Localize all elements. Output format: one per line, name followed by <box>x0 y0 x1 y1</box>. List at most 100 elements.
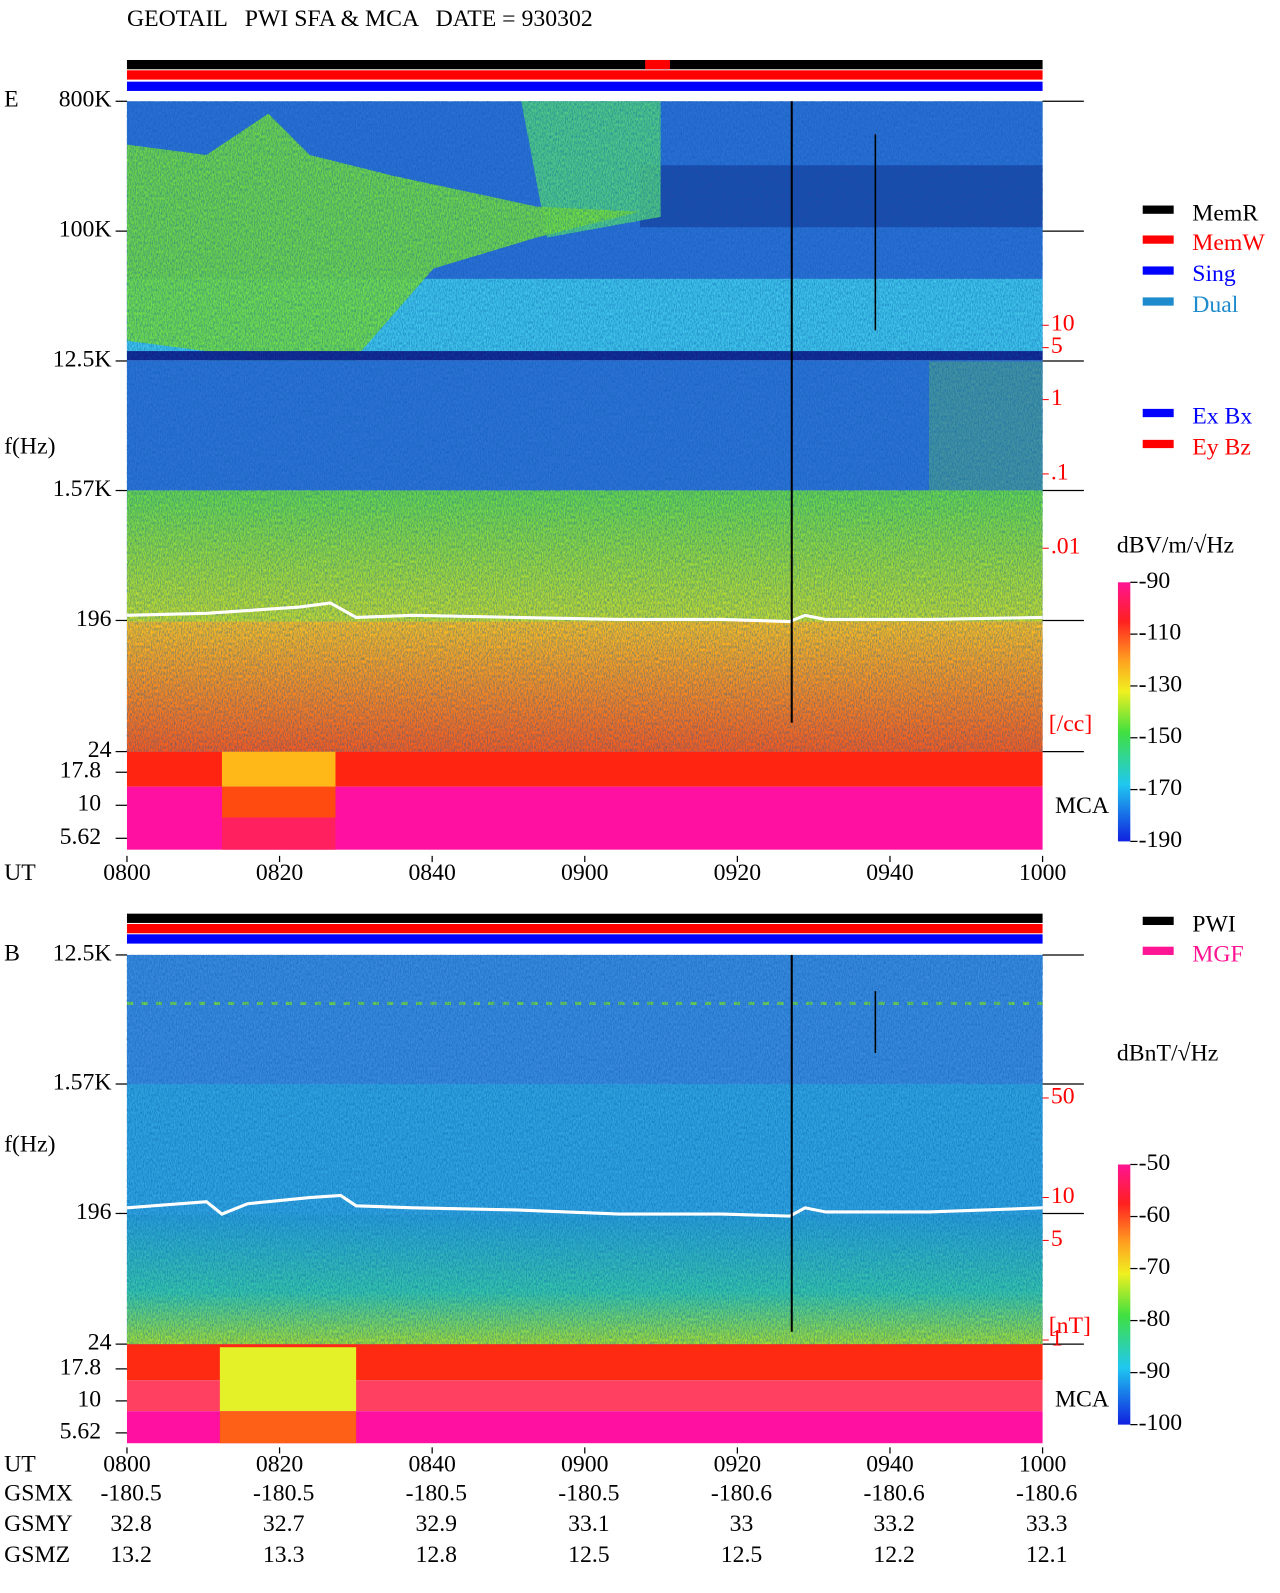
x-tick-label: 0840 <box>408 1451 455 1477</box>
y-tick-label: 1.57K <box>53 476 112 502</box>
y-tick-label: 24 <box>88 737 112 763</box>
y2-tick-label: 5 <box>1051 333 1063 359</box>
legend-label: Dual <box>1192 292 1239 318</box>
x-tick-label: 0920 <box>714 1451 761 1477</box>
status-bars <box>126 59 1043 91</box>
y2-axis-label: [/cc] <box>1049 711 1092 737</box>
orbit-value: -180.5 <box>558 1480 619 1506</box>
colorbar-tick-label: -70 <box>1139 1254 1171 1280</box>
orbit-value: 32.7 <box>263 1511 305 1537</box>
x-axis-label: UT <box>4 860 36 886</box>
orbit-value: -180.6 <box>711 1480 772 1506</box>
mca-label: MCA <box>1055 793 1109 819</box>
colorbar-tick-label: -90 <box>1139 568 1171 594</box>
x-tick-label: 0800 <box>103 860 150 886</box>
x-tick-label: 0820 <box>256 860 303 886</box>
colorbar-tick-label: -130 <box>1139 671 1183 697</box>
mca-tick-label: 17.8 <box>60 1354 102 1380</box>
y-tick-label: 12.5K <box>53 940 112 966</box>
legend-label: Ex Bx <box>1192 404 1252 430</box>
x-tick-label: 0820 <box>256 1451 303 1477</box>
legend-swatch <box>1142 439 1174 449</box>
colorbar-tick-label: -110 <box>1139 620 1182 646</box>
status-bars <box>126 913 1043 944</box>
colorbar-tick-label: -80 <box>1139 1306 1171 1332</box>
legend-swatch <box>1142 235 1174 244</box>
orbit-value: 33 <box>730 1511 754 1537</box>
mca-tick-label: 5.62 <box>60 1418 102 1444</box>
y-tick-label: 1.57K <box>53 1069 112 1095</box>
legend-swatch <box>1142 408 1174 418</box>
legend-label: MemW <box>1192 230 1265 256</box>
spectrogram-b <box>126 954 1043 1444</box>
y2-tick-label: 50 <box>1051 1083 1075 1109</box>
colorbar-tick-label: -190 <box>1139 827 1183 853</box>
orbit-value: 32.9 <box>416 1511 458 1537</box>
colorbar-label: dBnT/√Hz <box>1117 1041 1218 1067</box>
orbit-value: 33.1 <box>568 1511 610 1537</box>
legend-swatch <box>1142 946 1174 955</box>
orbit-value: 13.2 <box>110 1542 152 1568</box>
y-axis-label: f(Hz) <box>4 1131 55 1157</box>
x-axis-label: UT <box>4 1451 36 1477</box>
orbit-row-label: GSMZ <box>4 1542 70 1568</box>
colorbar-tick-label: -90 <box>1139 1358 1171 1384</box>
mca-tick-label: 5.62 <box>60 824 102 850</box>
y2-tick-label: .01 <box>1051 534 1081 560</box>
colorbar-tick-label: -100 <box>1139 1410 1183 1436</box>
orbit-value: 12.2 <box>873 1542 915 1568</box>
x-tick-label: 0800 <box>103 1451 150 1477</box>
x-tick-label: 0920 <box>714 860 761 886</box>
y-tick-label: 24 <box>88 1330 112 1356</box>
y2-tick-label: 10 <box>1051 1183 1075 1209</box>
colorbar-tick-label: -50 <box>1139 1150 1171 1176</box>
orbit-value: 12.5 <box>568 1542 610 1568</box>
mca-tick-label: 10 <box>77 1386 101 1412</box>
legend-label: Sing <box>1192 261 1236 287</box>
orbit-value: 33.2 <box>873 1511 915 1537</box>
orbit-value: -180.6 <box>863 1480 924 1506</box>
x-tick-label: 0840 <box>408 860 455 886</box>
legend-swatch <box>1142 205 1174 214</box>
orbit-value: 32.8 <box>110 1511 152 1537</box>
orbit-row-label: GSMY <box>4 1511 73 1537</box>
colorbar-tick-label: -170 <box>1139 775 1183 801</box>
y-tick-label: 12.5K <box>53 346 112 372</box>
orbit-row-label: GSMX <box>4 1480 73 1506</box>
x-tick-label: 0940 <box>866 1451 913 1477</box>
colorbar-tick-label: -60 <box>1139 1202 1171 1228</box>
orbit-value: 33.3 <box>1026 1511 1068 1537</box>
colorbar-tick-label: -150 <box>1139 723 1183 749</box>
y2-tick-label: 10 <box>1051 311 1075 337</box>
y-tick-label: 196 <box>76 606 112 632</box>
orbit-value: -180.6 <box>1016 1480 1077 1506</box>
x-tick-label: 0900 <box>561 860 608 886</box>
x-tick-label: 1000 <box>1019 860 1066 886</box>
orbit-value: 13.3 <box>263 1542 305 1568</box>
y-axis-label: f(Hz) <box>4 434 55 460</box>
mca-tick-label: 17.8 <box>60 758 102 784</box>
y-tick-label: 196 <box>76 1199 112 1225</box>
orbit-value: -180.5 <box>100 1480 161 1506</box>
orbit-value: -180.5 <box>253 1480 314 1506</box>
mca-tick-label: 10 <box>77 791 101 817</box>
panel-label: B <box>4 940 20 966</box>
y2-axis-label: [nT] <box>1049 1313 1091 1339</box>
legend-label: MemR <box>1192 200 1258 226</box>
legend-swatch <box>1142 916 1174 926</box>
colorbar <box>1117 582 1131 842</box>
y2-tick-label: 1 <box>1051 1325 1063 1351</box>
legend-label: MGF <box>1192 941 1243 967</box>
legend-label: Ey Bz <box>1192 435 1251 461</box>
legend-swatch <box>1142 266 1174 275</box>
orbit-value: 12.8 <box>416 1542 458 1568</box>
title: GEOTAIL PWI SFA & MCA DATE = 930302 <box>127 6 593 32</box>
orbit-value: 12.5 <box>721 1542 763 1568</box>
spectrogram-e <box>126 101 1043 850</box>
orbit-value: -180.5 <box>406 1480 467 1506</box>
x-tick-label: 0900 <box>561 1451 608 1477</box>
y2-tick-label: 5 <box>1051 1226 1063 1252</box>
y2-tick-label: 1 <box>1051 385 1063 411</box>
